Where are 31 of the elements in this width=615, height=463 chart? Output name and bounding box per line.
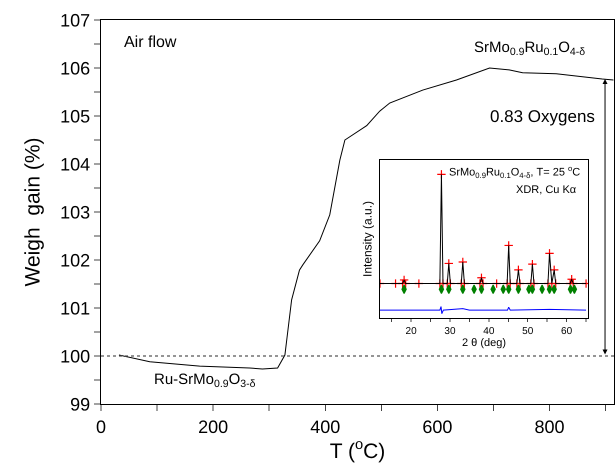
y-tick-label: 104 [60, 154, 90, 174]
x-tick-label: 0 [96, 416, 106, 437]
x-tick-label: 600 [422, 416, 452, 437]
y-tick-label: 99 [70, 394, 90, 414]
y-tick-label: 100 [60, 346, 90, 366]
x-tick-label: 40 [483, 326, 495, 337]
y-tick-label: 102 [60, 250, 90, 270]
y-tick-label: 101 [60, 298, 90, 318]
x-tick-label: 60 [561, 326, 573, 337]
y-tick-label: 105 [60, 106, 90, 126]
y-axis-title: Intensity (a.u.) [360, 200, 374, 278]
x-tick-label: 50 [522, 326, 534, 337]
x-tick-label: 800 [534, 416, 565, 437]
y-tick-label: 107 [60, 10, 90, 30]
point [566, 274, 576, 284]
x-tick-label: 200 [198, 416, 228, 437]
x-axis-title: T ($^{o}$C) [330, 437, 386, 463]
y-tick-label: 103 [60, 202, 90, 222]
x-axis-title: 2 θ (deg) [462, 337, 506, 350]
x-tick-label: 20 [406, 326, 418, 337]
y-tick-label: 106 [60, 58, 90, 78]
annotation: Ru-SrMo$_{0.9}$O$_{3-δ}$ [154, 371, 256, 390]
point [399, 275, 409, 285]
annotation: 0.83 Oxygens [490, 107, 595, 126]
annotation: SrMo$_{0.9}$Ru$_{0.1}$O$_{4-δ}$ [474, 39, 586, 58]
text: XDR, Cu Kα [516, 184, 577, 196]
x-tick-label: 30 [444, 326, 456, 337]
y-axis-title: Weigh gain (%) [21, 137, 44, 287]
annotation: Air flow [124, 34, 177, 51]
chart-title: SrMo$_{0.9}$Ru$_{0.1}$O$_{4-δ}$, T= 25 $^{o}$C [449, 164, 580, 180]
x-tick-label: 400 [310, 416, 340, 437]
